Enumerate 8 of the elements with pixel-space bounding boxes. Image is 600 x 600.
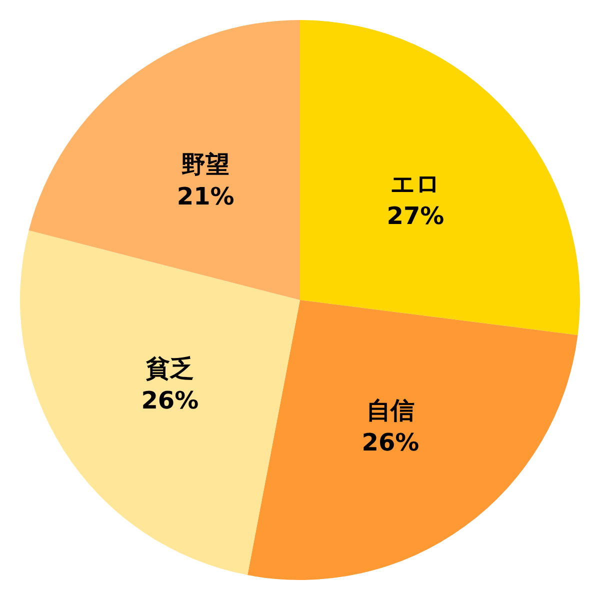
data-label: 26%	[362, 428, 420, 457]
data-label: 26%	[141, 386, 199, 415]
data-label: 21%	[176, 182, 234, 210]
slice-label: 貧乏	[144, 354, 194, 383]
slice-label: 自信	[366, 396, 415, 425]
data-label: 27%	[386, 202, 444, 230]
slice-label: 野望	[182, 150, 230, 178]
slice-label: エロ	[390, 170, 441, 198]
